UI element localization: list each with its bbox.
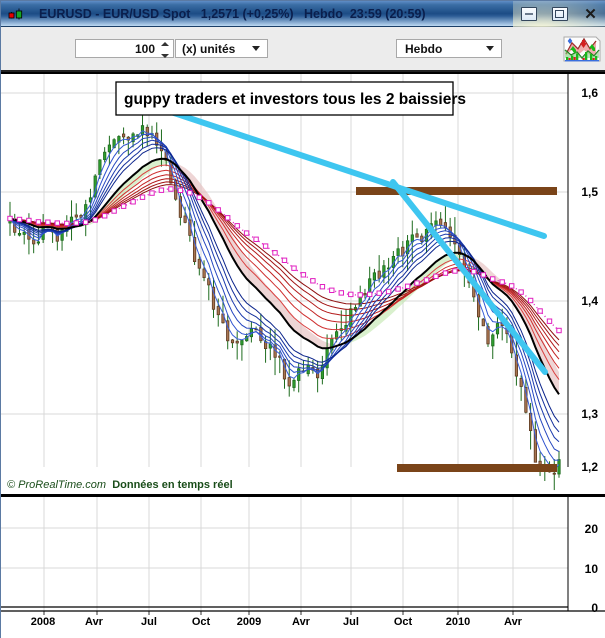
svg-text:guppy traders et investors tou: guppy traders et investors tous les 2 ba… (124, 91, 466, 108)
